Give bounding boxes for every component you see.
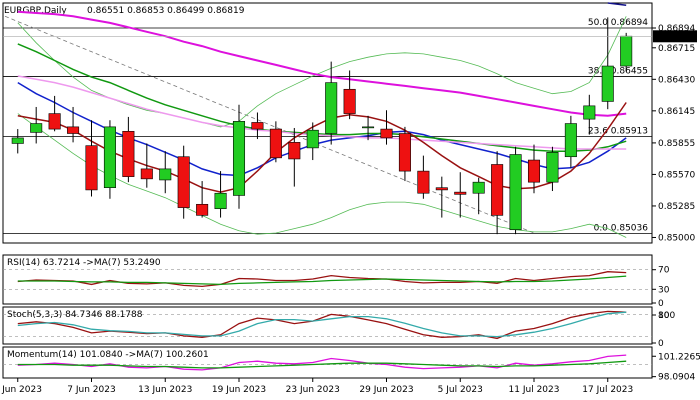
candle-bearish	[435, 187, 448, 191]
moving-average-line-ma_green	[17, 43, 627, 152]
y-axis-tick-label: 80	[658, 311, 670, 321]
indicator-title: Momentum(14) 101.0840 ->MA(7) 100.2601	[7, 350, 209, 360]
candle-bullish	[159, 168, 172, 181]
fib-level-label: 50.0 0.86894	[588, 18, 648, 28]
x-axis-tick-label: 1 Jun 2023	[0, 385, 42, 395]
candle-bearish	[177, 156, 190, 208]
candle-bearish	[122, 130, 135, 177]
candle-bullish	[103, 126, 116, 189]
moving-average-line-ma_darkred	[17, 102, 627, 193]
x-axis-tick-label: 23 Jun 2023	[286, 385, 340, 395]
candle-bullish	[564, 123, 577, 158]
moving-average-line-ma_navy	[607, 2, 627, 6]
panel-frame-2	[2, 306, 653, 345]
y-axis-tick-label: 0.86894	[658, 24, 695, 34]
candle-bearish	[288, 142, 301, 160]
x-axis-tick-label: 5 Jul 2023	[438, 385, 483, 395]
indicator-series-line	[17, 360, 627, 369]
y-axis-tick-label: 0.85855	[658, 139, 695, 149]
candle-bearish	[491, 164, 504, 216]
fib-level-label: 23.6 0.85913	[588, 126, 648, 136]
y-axis-tick-label: 70	[658, 266, 670, 276]
candle-bullish	[509, 154, 522, 231]
candle-bearish	[454, 191, 467, 195]
candle-bearish	[251, 122, 264, 130]
y-axis-tick-label: 0.86430	[658, 75, 695, 85]
x-axis-tick-label: 17 Jul 2023	[582, 385, 633, 395]
y-axis-tick-label: 101.2265	[658, 352, 700, 362]
indicator-series-line	[17, 275, 627, 286]
candle-bullish	[620, 35, 633, 67]
candle-bearish	[527, 159, 541, 183]
candle-bullish	[325, 82, 338, 134]
chart-symbol: EURGBP,Daily	[4, 6, 67, 16]
candle-bullish	[306, 129, 319, 149]
candle-bearish	[67, 126, 80, 134]
moving-average-line-ma_blue	[17, 81, 627, 177]
fib-level-label: 38.2 0.86455	[588, 67, 648, 77]
panel-frame-0	[2, 2, 653, 244]
candle-bearish	[269, 128, 282, 159]
candle-bearish	[140, 168, 153, 180]
candle-bullish	[11, 137, 24, 144]
panel-frame-1	[2, 254, 653, 305]
y-axis-tick-label: 0.86715	[658, 44, 695, 54]
chart-ohlc: 0.86551 0.86853 0.86499 0.86819	[87, 6, 245, 16]
x-axis-tick-label: 7 Jun 2023	[67, 385, 115, 395]
current-price-tag	[653, 30, 697, 43]
candle-bearish	[417, 170, 430, 194]
candle-bullish	[546, 152, 559, 183]
x-axis-tick-label: 19 Jun 2023	[212, 385, 266, 395]
candle-bullish	[214, 192, 227, 210]
candle-bearish	[85, 145, 98, 191]
indicator-title: RSI(14) 63.7214 ->MA(7) 53.2490	[7, 258, 161, 268]
indicator-title: Stoch(5,3,3) 84.7346 88.1788	[7, 310, 143, 320]
candle-bullish	[601, 65, 614, 102]
candle-bearish	[398, 133, 411, 172]
y-axis-tick-label: 100	[658, 311, 675, 321]
y-axis-tick-label: 0.85570	[658, 170, 695, 180]
y-axis-tick-label: 0	[658, 299, 664, 309]
x-axis-tick-label: 11 Jul 2023	[509, 385, 560, 395]
candle-bearish	[196, 203, 209, 216]
panel-frame-3	[2, 346, 653, 379]
y-axis-tick-label: 0	[658, 339, 664, 349]
candle-bearish	[343, 88, 356, 114]
bollinger-lower-band	[17, 113, 627, 238]
candle-bearish	[48, 113, 61, 130]
current-price-label: 0.86819	[655, 33, 692, 43]
x-axis-tick-label: 13 Jun 2023	[138, 385, 192, 395]
moving-average-line-ma_magenta	[17, 10, 627, 117]
y-axis-tick-label: 0.85285	[658, 202, 695, 212]
y-axis-tick-label: 0.86145	[658, 107, 695, 117]
moving-average-line-ma_pink	[17, 75, 627, 150]
indicator-series-line	[17, 311, 627, 338]
candle-bearish	[380, 128, 393, 139]
y-axis-tick-label: 30	[658, 285, 670, 295]
y-axis-tick-label: 98.0904	[658, 373, 695, 383]
candle-bullish	[362, 126, 375, 129]
fib-level-label: 0.0 0.85036	[594, 223, 649, 233]
candle-bullish	[30, 123, 43, 133]
candle-bullish	[232, 121, 246, 196]
y-axis-tick-label: 0.85000	[658, 233, 695, 243]
candle-bullish	[472, 181, 485, 194]
trendline	[4, 15, 535, 234]
candle-bullish	[583, 105, 596, 120]
x-axis-tick-label: 29 Jun 2023	[359, 385, 413, 395]
